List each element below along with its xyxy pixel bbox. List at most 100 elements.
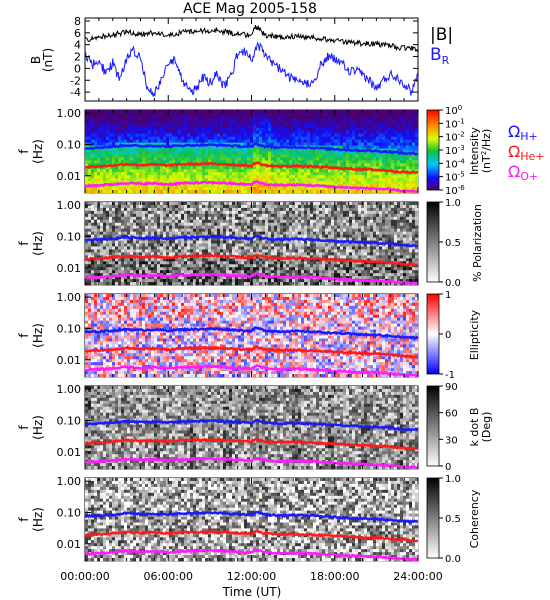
heatmap-cell: [262, 139, 266, 143]
heatmap-cell: [256, 270, 260, 274]
heatmap-cell: [166, 124, 170, 129]
heatmap-cell: [169, 228, 173, 232]
heatmap-cell: [262, 160, 266, 164]
heatmap-cell: [151, 178, 155, 182]
heatmap-cell: [94, 139, 98, 143]
heatmap-cell: [205, 115, 209, 120]
heatmap-cell: [352, 115, 356, 120]
heatmap-cell: [175, 112, 179, 117]
heatmap-cell: [373, 154, 377, 158]
heatmap-cell: [160, 234, 164, 238]
heatmap-cell: [139, 264, 143, 268]
heatmap-cell: [409, 121, 413, 126]
heatmap-cell: [163, 172, 167, 176]
heatmap-cell: [163, 264, 167, 268]
heatmap-cell: [115, 246, 119, 250]
heatmap-cell: [184, 261, 188, 265]
heatmap-cell: [121, 282, 125, 286]
heatmap-cell: [262, 219, 266, 224]
heatmap-cell: [157, 252, 161, 256]
heatmap-cell: [277, 157, 281, 161]
heatmap-cell: [277, 175, 281, 179]
heatmap-cell: [331, 121, 335, 126]
heatmap-cell: [157, 127, 161, 132]
heatmap-cell: [334, 178, 338, 182]
heatmap-cell: [181, 243, 185, 247]
heatmap-cell: [112, 222, 116, 227]
heatmap-cell: [112, 202, 116, 206]
heatmap-cell: [91, 216, 95, 221]
heatmap-cell: [298, 115, 302, 120]
heatmap-cell: [295, 169, 299, 173]
heatmap-cell: [256, 240, 260, 244]
heatmap-cell: [94, 243, 98, 247]
heatmap-cell: [124, 175, 128, 179]
heatmap-cell: [166, 240, 170, 244]
heatmap-cell: [193, 142, 197, 146]
heatmap-cell: [271, 222, 275, 227]
heatmap-cell: [343, 184, 347, 188]
heatmap-cell: [370, 184, 374, 188]
heatmap-cell: [235, 133, 239, 137]
heatmap-cell: [271, 249, 275, 253]
heatmap-cell: [118, 213, 122, 218]
heatmap-cell: [403, 133, 407, 137]
heatmap-cell: [379, 190, 383, 194]
heatmap-cell: [154, 222, 158, 227]
heatmap-cell: [388, 118, 392, 123]
heatmap-cell: [310, 190, 314, 194]
heatmap-cell: [106, 172, 110, 176]
heatmap-cell: [226, 252, 230, 256]
heatmap-cell: [292, 160, 296, 164]
heatmap-cell: [316, 142, 320, 146]
heatmap-cell: [250, 133, 254, 137]
heatmap-cell: [190, 142, 194, 146]
heatmap-cell: [235, 139, 239, 143]
heatmap-cell: [223, 145, 227, 149]
heatmap-cell: [355, 166, 359, 170]
heatmap-cell: [286, 118, 290, 123]
heatmap-cell: [373, 190, 377, 194]
heatmap-cell: [160, 207, 164, 212]
heatmap-cell: [400, 172, 404, 176]
heatmap-cell: [217, 133, 221, 137]
heatmap-cell: [328, 133, 332, 137]
heatmap-cell: [184, 282, 188, 286]
heatmap-cell: [331, 115, 335, 120]
heatmap-cell: [94, 151, 98, 155]
heatmap-cell: [241, 261, 245, 265]
heatmap-cell: [289, 130, 293, 135]
heatmap-cell: [223, 175, 227, 179]
heatmap-cell: [253, 202, 257, 206]
heatmap-cell: [355, 133, 359, 137]
heatmap-cell: [271, 127, 275, 132]
heatmap-cell: [313, 190, 317, 194]
heatmap-cell: [388, 139, 392, 143]
heatmap-cell: [382, 145, 386, 149]
heatmap-cell: [85, 160, 89, 164]
heatmap-cell: [145, 175, 149, 179]
heatmap-cell: [253, 175, 257, 179]
heatmap-cell: [109, 133, 113, 137]
heatmap-cell: [100, 255, 104, 259]
heatmap-cell: [268, 169, 272, 173]
heatmap-cell: [136, 133, 140, 137]
heatmap-cell: [235, 151, 239, 155]
heatmap-cell: [166, 279, 170, 283]
heatmap-cell: [178, 154, 182, 158]
heatmap-cell: [253, 249, 257, 253]
heatmap-cell: [169, 118, 173, 123]
heatmap-cell: [142, 172, 146, 176]
heatmap-cell: [412, 121, 416, 126]
heatmap-cell: [181, 166, 185, 170]
heatmap-cell: [151, 112, 155, 117]
heatmap-cell: [106, 124, 110, 129]
heatmap-cell: [259, 210, 263, 215]
heatmap-cell: [142, 202, 146, 206]
heatmap-cell: [262, 243, 266, 247]
freq-ytick-label: 1.00: [57, 107, 82, 120]
heatmap-cell: [193, 204, 197, 209]
heatmap-cell: [331, 112, 335, 117]
heatmap-cell: [298, 110, 302, 114]
heatmap-cell: [127, 166, 131, 170]
